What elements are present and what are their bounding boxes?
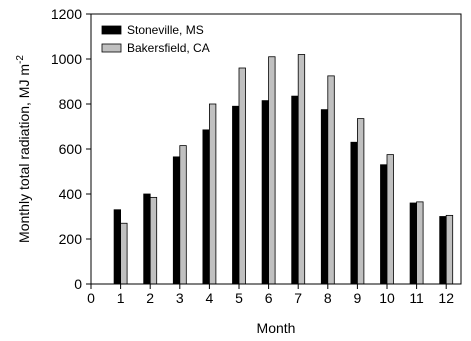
bar-stoneville-10 <box>380 164 388 285</box>
x-tick-label: 7 <box>294 290 302 306</box>
x-tick-label: 3 <box>176 290 184 306</box>
bar-stoneville-2 <box>143 193 151 285</box>
y-tick-label: 800 <box>59 96 83 112</box>
y-axis-ticks: 0 200 400 600 800 1000 1200 <box>51 6 91 292</box>
bar-bakersfield-9 <box>356 118 365 285</box>
bar-bakersfield-4 <box>208 103 217 285</box>
y-axis-label-main: Monthly total radiation, MJ m <box>16 64 32 243</box>
bar-stoneville-6 <box>261 100 270 285</box>
bar-bakersfield-5 <box>238 67 246 285</box>
bar-stoneville-9 <box>350 141 358 285</box>
bar-stoneville-11 <box>409 202 418 285</box>
bar-bakersfield-8 <box>327 75 335 285</box>
x-tick-label: 5 <box>235 290 243 306</box>
bar-stoneville-7 <box>291 95 299 285</box>
plot-frame <box>90 13 462 285</box>
bar-bakersfield-3 <box>179 145 187 285</box>
bar-stoneville-1 <box>113 209 121 285</box>
bar-stoneville-5 <box>232 105 240 285</box>
legend-swatch-stoneville <box>101 25 122 35</box>
y-tick-label: 600 <box>59 141 83 157</box>
x-tick-label: 2 <box>146 290 154 306</box>
bar-bakersfield-11 <box>416 201 424 285</box>
bar-stoneville-12 <box>439 216 447 285</box>
x-tick-label: 1 <box>117 290 125 306</box>
bar-stoneville-8 <box>320 109 329 285</box>
bar-bakersfield-12 <box>445 214 454 285</box>
legend-label-bakersfield: Bakersfield, CA <box>127 41 210 55</box>
bar-stoneville-3 <box>172 156 181 285</box>
x-tick-label: 9 <box>354 290 362 306</box>
x-axis-label: Month <box>257 320 296 336</box>
bar-bakersfield-2 <box>149 196 158 285</box>
bar-bakersfield-1 <box>120 222 128 285</box>
bars <box>113 54 454 285</box>
y-tick-label: 1000 <box>51 51 82 67</box>
x-tick-label: 11 <box>409 290 424 306</box>
y-tick-label: 400 <box>59 186 83 202</box>
y-tick-label: 1200 <box>51 6 82 22</box>
y-tick-label: 200 <box>59 231 83 247</box>
legend: Stoneville, MS Bakersfield, CA <box>101 23 210 55</box>
x-tick-label: 4 <box>206 290 214 306</box>
y-axis-label: Monthly total radiation, MJ m-2 <box>15 55 32 243</box>
bar-bakersfield-6 <box>268 56 276 285</box>
bar-stoneville-4 <box>202 129 210 285</box>
y-tick-label: 0 <box>74 276 82 292</box>
x-tick-label: 10 <box>379 290 395 306</box>
legend-label-stoneville: Stoneville, MS <box>127 23 204 37</box>
x-tick-label: 0 <box>87 290 95 306</box>
bar-bakersfield-7 <box>297 54 306 285</box>
x-tick-label: 12 <box>438 290 454 306</box>
legend-swatch-bakersfield <box>101 43 122 53</box>
bar-bakersfield-10 <box>386 154 394 285</box>
x-tick-label: 6 <box>265 290 273 306</box>
x-axis-ticks: 0 1 2 3 4 5 6 7 8 9 10 11 12 <box>87 284 454 306</box>
y-axis-label-superscript: -2 <box>15 55 26 64</box>
x-tick-label: 8 <box>324 290 332 306</box>
